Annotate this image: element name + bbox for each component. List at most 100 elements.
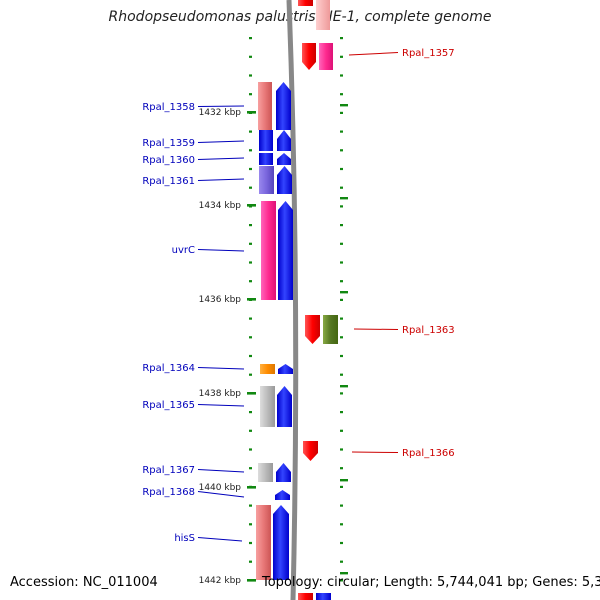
minor-tick <box>249 467 252 470</box>
minor-tick <box>249 242 252 245</box>
scale-label: 1442 kbp <box>199 576 242 586</box>
gene-box-rpal-1365 <box>260 386 275 427</box>
major-tick-right <box>340 104 348 107</box>
minor-tick <box>249 411 252 414</box>
gene-box-uvrc <box>261 201 276 300</box>
minor-tick <box>340 485 343 488</box>
gene-top-partial <box>298 0 313 6</box>
major-tick <box>247 204 256 207</box>
leader-line-left <box>197 469 245 473</box>
minor-tick <box>249 317 252 320</box>
minor-tick <box>340 149 343 152</box>
gene-label-left: Rpal_1360 <box>142 155 195 166</box>
minor-tick <box>249 149 252 152</box>
gene-label-left: hisS <box>174 533 195 544</box>
gene-arrow-rpal-1368 <box>275 490 290 500</box>
minor-tick <box>340 523 343 526</box>
tick-marks <box>247 37 348 582</box>
gene-arrow-rpal-1360 <box>277 153 291 165</box>
minor-tick <box>340 317 343 320</box>
gene-box-rpal-1363 <box>323 315 338 344</box>
leader-line-left <box>197 178 245 181</box>
gene-label-left: Rpal_1359 <box>142 138 195 149</box>
major-tick <box>247 298 256 301</box>
gene-arrow-rpal-1359 <box>277 130 291 151</box>
major-tick-right <box>340 572 348 575</box>
gene-label-left: Rpal_1361 <box>142 176 195 187</box>
scale-label: 1432 kbp <box>199 108 242 118</box>
leader-line-left <box>197 249 245 252</box>
gene-arrow-rpal-1357 <box>302 43 316 70</box>
minor-tick <box>340 336 343 339</box>
minor-tick <box>340 37 343 40</box>
minor-tick <box>249 504 252 507</box>
minor-tick <box>249 261 252 264</box>
gene-box-hiss <box>256 505 271 580</box>
minor-tick <box>340 130 343 133</box>
major-tick-right <box>340 479 348 482</box>
gene-arrow-hiss <box>273 505 289 580</box>
minor-tick <box>340 224 343 227</box>
gene-label-left: Rpal_1365 <box>142 400 195 411</box>
minor-tick <box>340 541 343 545</box>
gene-label-left: Rpal_1358 <box>142 102 195 113</box>
gene-labels: 1432 kbp 1434 kbp 1436 kbp 1438 kbp 1440 kbp… <box>142 48 454 586</box>
minor-tick <box>249 429 252 432</box>
leader-line-left <box>197 105 245 107</box>
gene-box-rpal-1359 <box>259 130 273 151</box>
gene-arrow-rpal-1364 <box>278 364 293 374</box>
scale-label: 1438 kbp <box>199 389 242 399</box>
minor-tick <box>340 504 343 507</box>
scale-label: 1434 kbp <box>199 201 242 211</box>
minor-tick <box>340 74 343 77</box>
major-tick <box>247 111 256 114</box>
minor-tick <box>340 354 343 358</box>
gene-arrow-rpal-1367 <box>276 463 291 482</box>
gene-box-rpal-1364 <box>260 364 275 374</box>
genome-summary-text: Topology: circular; Length: 5,744,041 bp… <box>262 575 600 590</box>
scale-label: 1436 kbp <box>199 295 242 305</box>
leader-line-left <box>197 537 243 542</box>
gene-label-left: uvrC <box>172 245 195 256</box>
gene-bottom-partial <box>298 593 313 600</box>
gene-top-partial-pale <box>316 0 330 30</box>
leader-line-right <box>353 328 399 330</box>
gene-label-left: Rpal_1367 <box>142 465 195 476</box>
minor-tick <box>249 37 252 40</box>
major-tick <box>247 392 256 395</box>
genome-title: Rhodopseudomonas palustris TIE-1, comple… <box>108 9 492 25</box>
major-tick <box>247 579 256 582</box>
minor-tick <box>249 448 252 451</box>
minor-tick <box>340 205 343 208</box>
genome-backbone <box>286 0 299 600</box>
gene-bottom-partial-blue <box>316 593 331 600</box>
leader-line-left <box>197 140 245 143</box>
major-tick <box>247 486 256 489</box>
minor-tick <box>340 373 343 376</box>
minor-tick <box>249 93 252 96</box>
gene-arrow-rpal-1363 <box>305 315 320 344</box>
minor-tick <box>249 55 252 58</box>
minor-tick <box>249 186 252 189</box>
gene-box-rpal-1367 <box>258 463 273 482</box>
leader-line-left <box>197 491 245 498</box>
minor-tick <box>340 93 343 96</box>
gene-box-rpal-1361 <box>259 166 274 194</box>
minor-tick <box>340 167 343 171</box>
scale-label: 1440 kbp <box>199 483 242 493</box>
major-tick-right <box>340 197 348 200</box>
leader-line-left <box>197 404 245 407</box>
minor-tick <box>249 167 252 171</box>
minor-tick <box>249 74 252 77</box>
minor-tick <box>340 560 343 563</box>
minor-tick <box>340 242 343 245</box>
minor-tick <box>249 560 252 563</box>
minor-tick <box>249 373 252 376</box>
minor-tick <box>249 224 252 227</box>
minor-tick <box>340 467 343 470</box>
minor-tick <box>340 429 343 432</box>
minor-tick <box>340 448 343 451</box>
minor-tick <box>249 130 252 133</box>
